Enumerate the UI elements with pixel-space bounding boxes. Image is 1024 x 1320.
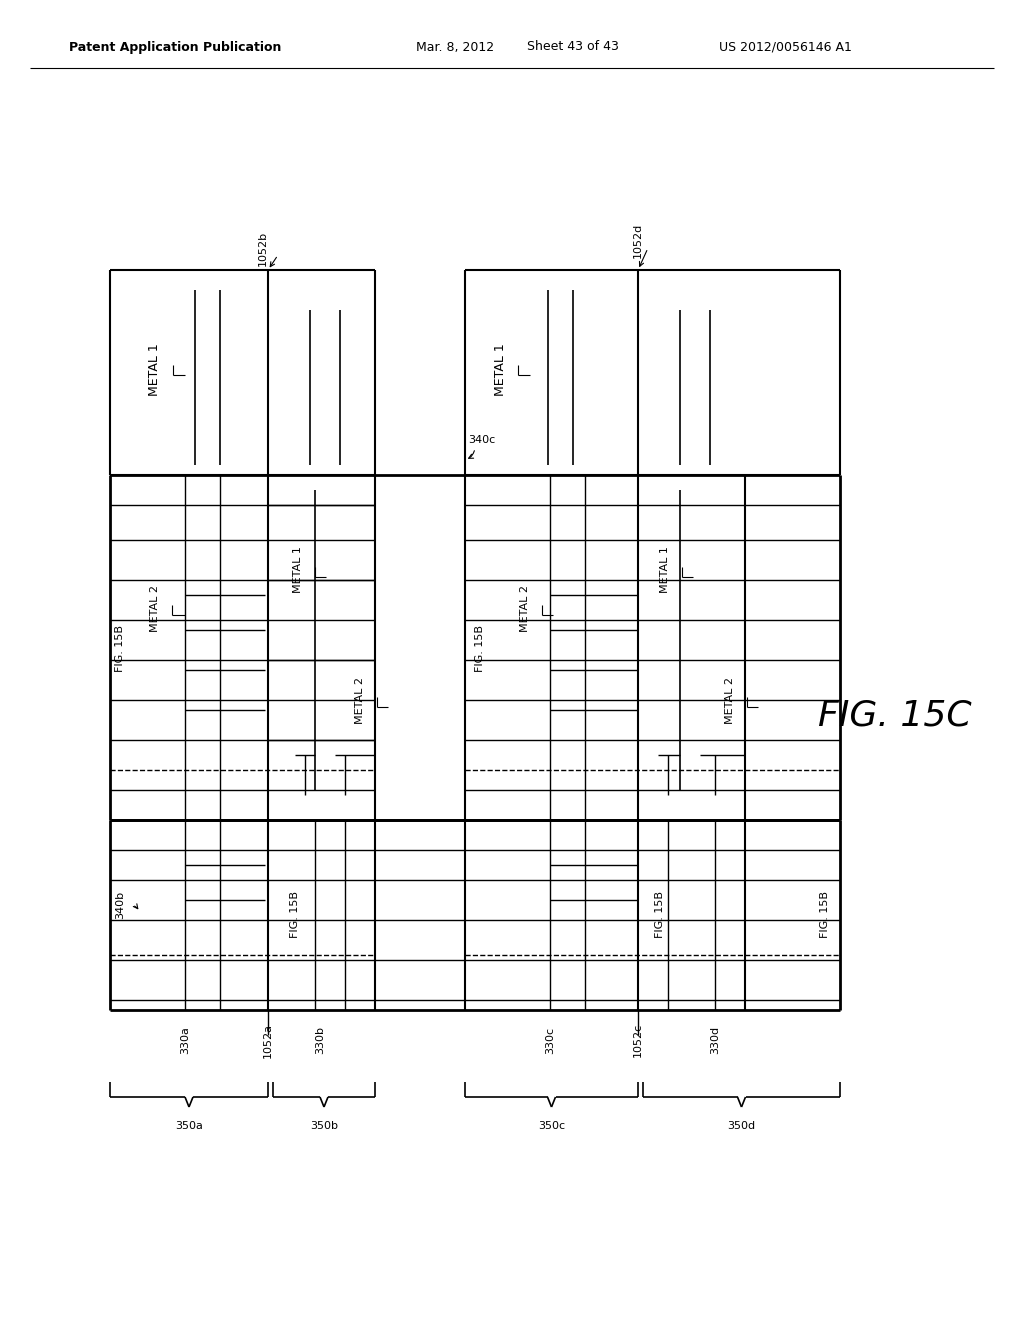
Text: 350c: 350c [538,1121,565,1131]
Text: METAL 1: METAL 1 [660,546,670,594]
Text: FIG. 15C: FIG. 15C [818,698,972,733]
Text: 330a: 330a [180,1026,190,1053]
Text: 340c: 340c [468,436,496,445]
Text: METAL 1: METAL 1 [148,343,162,396]
Text: 1052b: 1052b [258,231,268,265]
Text: FIG. 15B: FIG. 15B [655,891,665,939]
Text: 350b: 350b [310,1121,338,1131]
Text: METAL 2: METAL 2 [355,676,365,723]
Text: Patent Application Publication: Patent Application Publication [69,41,282,54]
Text: METAL 1: METAL 1 [293,546,303,594]
Text: Mar. 8, 2012: Mar. 8, 2012 [416,41,494,54]
Text: FIG. 15B: FIG. 15B [820,891,830,939]
Text: 350d: 350d [727,1121,756,1131]
Text: 1052a: 1052a [263,1023,273,1057]
Text: 330d: 330d [710,1026,720,1055]
Text: 1052d: 1052d [633,222,643,257]
Text: FIG. 15B: FIG. 15B [290,891,300,939]
Text: METAL 1: METAL 1 [494,343,507,396]
Text: Sheet 43 of 43: Sheet 43 of 43 [527,41,618,54]
Text: US 2012/0056146 A1: US 2012/0056146 A1 [719,41,851,54]
Text: 330b: 330b [315,1026,325,1053]
Text: METAL 2: METAL 2 [520,585,530,631]
Text: FIG. 15B: FIG. 15B [475,624,485,672]
Text: METAL 2: METAL 2 [150,585,160,631]
Text: 340b: 340b [115,891,125,919]
Text: 350a: 350a [175,1121,203,1131]
Text: 1052c: 1052c [633,1023,643,1057]
Text: METAL 2: METAL 2 [725,676,735,723]
Text: 330c: 330c [545,1027,555,1053]
Text: FIG. 15B: FIG. 15B [115,624,125,672]
